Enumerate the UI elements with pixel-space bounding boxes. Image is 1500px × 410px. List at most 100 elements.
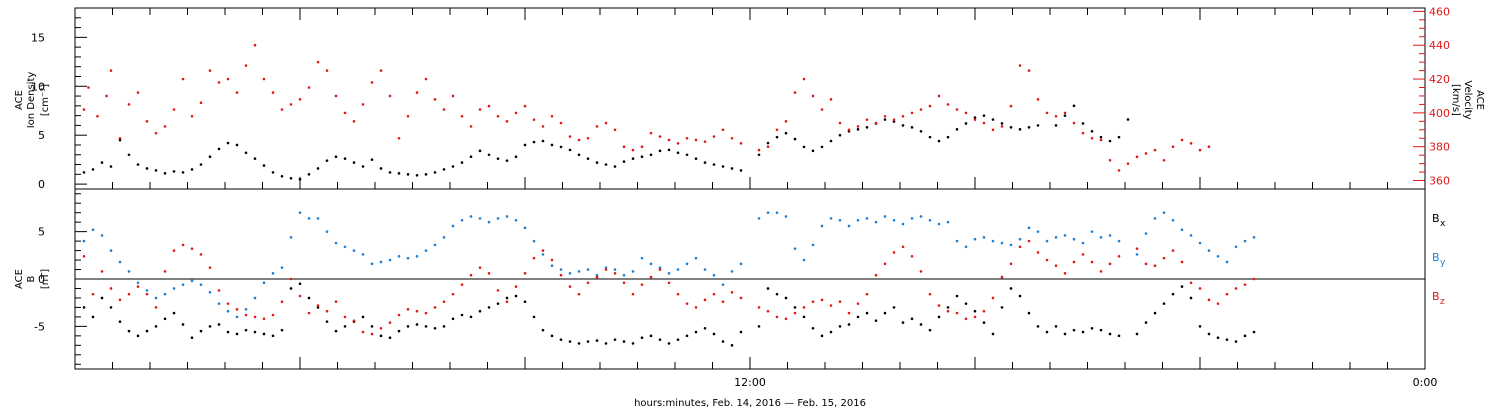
bz-point [1054,264,1058,268]
density-point [595,161,599,164]
bz-point [1189,281,1193,285]
density-point [523,143,527,147]
velocity-point [829,98,833,101]
density-point [1108,139,1112,143]
by-point [460,218,464,222]
bottom-panel: -5 0 5 ACE B [nT] B x B y B z [14,188,1446,370]
velocity-point [1036,98,1040,101]
by-point [802,258,806,262]
velocity-point [919,108,923,111]
bz-point [649,275,653,279]
by-point [307,217,311,220]
bx-point [226,330,230,334]
velocity-point [469,125,473,128]
velocity-point [199,101,203,105]
bx-point [1117,334,1121,338]
density-tick-label: 15 [31,31,45,44]
bz-point [730,290,734,294]
density-point [1126,118,1130,121]
bz-point [226,302,230,305]
by-point [523,226,527,230]
by-point [1036,230,1040,233]
bz-point [838,300,842,304]
density-point [388,171,392,174]
density-point [784,131,788,135]
density-point [442,168,446,171]
bz-point [667,281,671,285]
bz-point [253,315,257,319]
density-point [919,129,923,133]
bz-point [676,292,680,296]
density-point [514,155,518,159]
bx-point [1027,311,1031,315]
bx-point [424,325,428,328]
velocity-point [910,111,914,115]
bz-point [325,309,329,313]
velocity-label-unit: [km/s] [1450,84,1461,116]
density-point [397,172,401,175]
velocity-label-line2: Velocity [1462,80,1473,119]
bz-point [1099,270,1103,273]
velocity-point [712,135,716,138]
velocity-point [901,114,905,118]
velocity-point [145,120,149,123]
bz-point [136,285,140,288]
bz-point [946,309,950,313]
velocity-point [694,138,698,142]
velocity-point [937,94,941,98]
bz-point [172,249,176,252]
by-point [685,262,689,266]
velocity-label-line1: ACE [1474,90,1485,110]
bx-point [433,326,437,330]
by-point [334,241,338,245]
density-point [721,165,725,168]
velocity-point [361,103,365,106]
bx-point [100,296,104,300]
by-point [1045,239,1049,243]
bx-point [820,334,824,338]
density-point [424,173,428,176]
density-point [568,148,572,152]
bx-point [280,328,284,332]
velocity-point [208,69,212,72]
bx-point [1180,285,1184,288]
density-point [109,165,113,168]
bx-point [271,334,275,338]
by-point [172,287,176,290]
b-tick-label: -5 [34,320,45,333]
bz-point [379,326,383,330]
bx-point [253,330,257,334]
velocity-point [1054,114,1058,118]
bz-point [811,300,815,304]
by-point [1000,241,1004,245]
density-point [136,163,140,166]
by-point [388,258,392,262]
bx-point [865,311,869,315]
by-point [838,218,842,222]
top-panel-frame [74,7,1426,190]
by-point [721,283,725,286]
bx-point [685,334,689,338]
by-point [820,224,824,228]
density-point [550,143,554,147]
bz-point [802,306,806,309]
b-tick-label: 5 [38,226,45,239]
by-point [649,262,653,266]
density-point [829,139,833,143]
density-tick-label: 0 [38,178,45,191]
bx-point [1198,325,1202,328]
by-point [1090,230,1094,233]
velocity-tick-label: 360 [1429,175,1450,188]
velocity-point [289,103,293,106]
by-point [712,273,716,277]
by-point [910,217,914,220]
velocity-point [784,120,788,123]
velocity-point [379,69,383,72]
bz-point [568,285,572,288]
bx-point [901,321,905,324]
bz-point [1090,260,1094,264]
bz-point [901,245,905,249]
velocity-point [802,77,806,81]
bz-point [910,254,914,258]
bz-point [919,270,923,273]
